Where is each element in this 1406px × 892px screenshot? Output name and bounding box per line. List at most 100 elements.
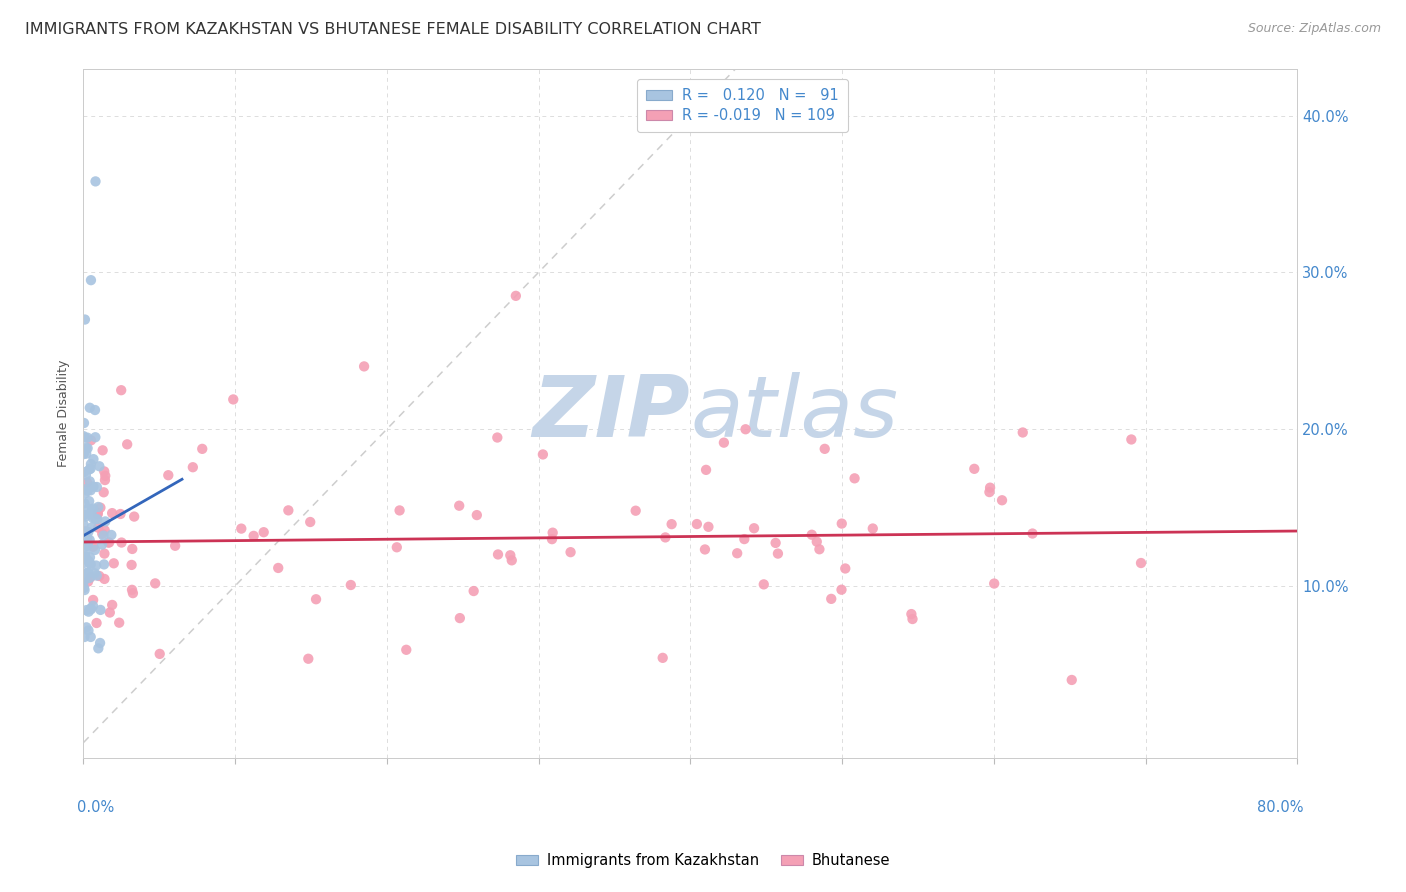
Point xyxy=(991,493,1014,508)
Point xyxy=(222,392,245,407)
Point xyxy=(820,591,842,606)
Point xyxy=(75,528,97,542)
Point xyxy=(86,615,108,630)
Point xyxy=(73,581,96,595)
Point xyxy=(76,475,98,490)
Point xyxy=(808,542,831,557)
Point xyxy=(733,532,755,546)
Point xyxy=(831,516,853,531)
Point xyxy=(1121,433,1143,447)
Point xyxy=(75,550,97,565)
Point xyxy=(101,598,124,612)
Point xyxy=(505,289,527,303)
Point xyxy=(75,620,97,634)
Point xyxy=(86,480,108,494)
Point xyxy=(73,496,96,510)
Point xyxy=(87,500,110,514)
Point xyxy=(86,508,108,522)
Point xyxy=(83,566,105,581)
Point xyxy=(661,517,683,532)
Point xyxy=(73,524,96,539)
Point xyxy=(73,556,96,570)
Text: atlas: atlas xyxy=(690,372,898,455)
Point xyxy=(86,568,108,582)
Point xyxy=(231,522,253,536)
Point xyxy=(93,572,115,586)
Point xyxy=(84,512,107,526)
Point xyxy=(82,501,104,516)
Point xyxy=(75,545,97,559)
Point xyxy=(72,527,94,541)
Point xyxy=(560,545,582,559)
Point xyxy=(800,527,823,541)
Point xyxy=(73,508,96,522)
Point xyxy=(84,403,107,417)
Point xyxy=(80,434,103,448)
Point xyxy=(305,592,328,607)
Point xyxy=(89,500,111,515)
Point xyxy=(110,507,132,521)
Point xyxy=(979,481,1001,495)
Point xyxy=(79,571,101,585)
Point xyxy=(75,551,97,566)
Point xyxy=(486,548,509,562)
Point xyxy=(181,460,204,475)
Point xyxy=(900,607,922,621)
Point xyxy=(72,446,94,460)
Point xyxy=(91,526,114,541)
Point xyxy=(73,465,96,479)
Point xyxy=(89,569,111,583)
Point xyxy=(77,501,100,516)
Point xyxy=(486,430,509,444)
Legend: Immigrants from Kazakhstan, Bhutanese: Immigrants from Kazakhstan, Bhutanese xyxy=(510,847,896,874)
Point xyxy=(73,572,96,586)
Point xyxy=(87,520,110,534)
Point xyxy=(79,401,101,415)
Point xyxy=(862,521,884,535)
Point xyxy=(94,524,117,538)
Point xyxy=(844,471,866,485)
Point xyxy=(94,473,117,487)
Point xyxy=(79,556,101,570)
Point xyxy=(76,442,98,456)
Point xyxy=(75,468,97,483)
Point xyxy=(89,459,111,474)
Point xyxy=(501,553,523,567)
Text: 0.0%: 0.0% xyxy=(77,800,114,814)
Point xyxy=(75,441,97,455)
Point xyxy=(752,577,775,591)
Point xyxy=(713,435,735,450)
Point xyxy=(77,566,100,580)
Point xyxy=(98,535,121,549)
Text: IMMIGRANTS FROM KAZAKHSTAN VS BHUTANESE FEMALE DISABILITY CORRELATION CHART: IMMIGRANTS FROM KAZAKHSTAN VS BHUTANESE … xyxy=(25,22,761,37)
Point xyxy=(77,624,100,638)
Point xyxy=(75,509,97,524)
Point xyxy=(686,517,709,532)
Point xyxy=(73,486,96,500)
Point xyxy=(110,383,132,397)
Point xyxy=(77,605,100,619)
Point xyxy=(353,359,375,374)
Point xyxy=(165,539,187,553)
Point xyxy=(103,557,125,571)
Point xyxy=(91,443,114,458)
Point xyxy=(73,582,96,597)
Point xyxy=(79,533,101,547)
Point xyxy=(80,558,103,572)
Point xyxy=(75,447,97,461)
Point xyxy=(695,463,717,477)
Point xyxy=(253,525,276,540)
Point xyxy=(76,566,98,581)
Point xyxy=(465,508,488,522)
Point xyxy=(75,531,97,545)
Point xyxy=(73,630,96,644)
Point xyxy=(149,647,172,661)
Point xyxy=(80,508,103,522)
Point xyxy=(1011,425,1033,440)
Point xyxy=(499,548,522,562)
Text: 80.0%: 80.0% xyxy=(1257,800,1303,814)
Point xyxy=(1130,556,1153,570)
Point xyxy=(143,576,166,591)
Point xyxy=(93,464,115,478)
Point xyxy=(1021,526,1043,541)
